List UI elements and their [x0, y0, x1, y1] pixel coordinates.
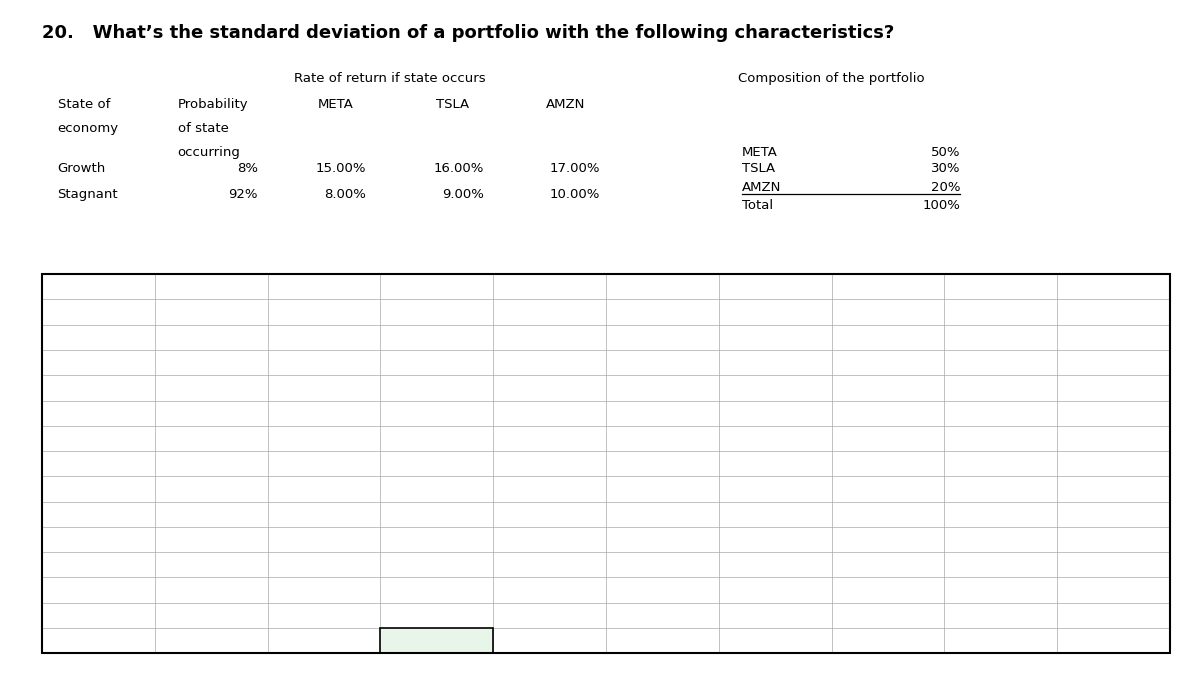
Text: AMZN: AMZN: [546, 98, 586, 111]
Text: TSLA: TSLA: [436, 98, 469, 111]
Text: 20.   What’s the standard deviation of a portfolio with the following characteri: 20. What’s the standard deviation of a p…: [42, 24, 894, 42]
Text: Total: Total: [742, 199, 773, 212]
Text: AMZN: AMZN: [742, 181, 781, 194]
Text: Rate of return if state occurs: Rate of return if state occurs: [294, 72, 486, 85]
Text: occurring: occurring: [178, 146, 240, 158]
Text: 16.00%: 16.00%: [433, 162, 484, 175]
Text: 30%: 30%: [930, 162, 960, 175]
Text: TSLA: TSLA: [742, 162, 775, 175]
Text: 100%: 100%: [922, 199, 960, 212]
Text: Growth: Growth: [58, 162, 106, 175]
Text: Composition of the portfolio: Composition of the portfolio: [738, 72, 925, 85]
Text: META: META: [742, 146, 778, 158]
Text: 10.00%: 10.00%: [550, 188, 600, 201]
Text: 20%: 20%: [930, 181, 960, 194]
Text: Probability: Probability: [178, 98, 248, 111]
Text: economy: economy: [58, 122, 119, 135]
Text: 92%: 92%: [228, 188, 258, 201]
Text: 8%: 8%: [238, 162, 258, 175]
Text: META: META: [318, 98, 354, 111]
Text: 15.00%: 15.00%: [316, 162, 366, 175]
Text: 50%: 50%: [930, 146, 960, 158]
Text: Stagnant: Stagnant: [58, 188, 119, 201]
Text: State of: State of: [58, 98, 110, 111]
Text: 9.00%: 9.00%: [442, 188, 484, 201]
Text: 8.00%: 8.00%: [324, 188, 366, 201]
Bar: [380, 628, 493, 653]
Text: 17.00%: 17.00%: [550, 162, 600, 175]
Text: of state: of state: [178, 122, 228, 135]
Bar: [42, 274, 1170, 653]
